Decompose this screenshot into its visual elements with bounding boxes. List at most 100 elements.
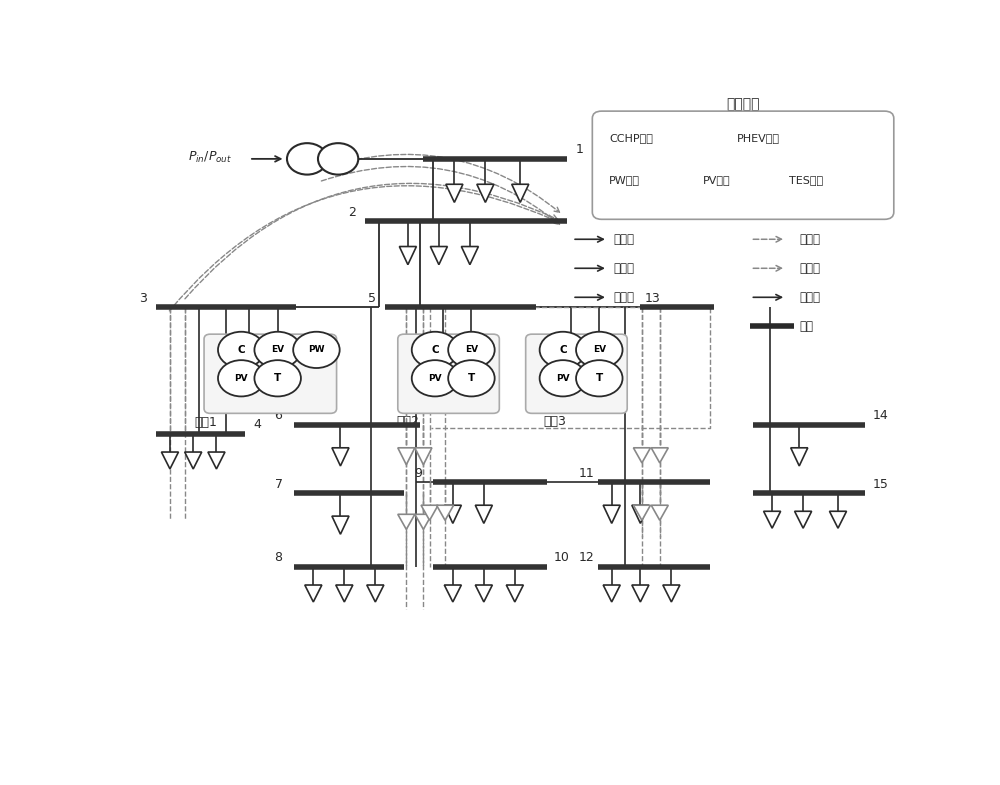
Text: C: C [431, 345, 439, 355]
Text: 5: 5 [368, 291, 376, 305]
Circle shape [412, 360, 458, 396]
Circle shape [254, 360, 301, 396]
Polygon shape [332, 447, 349, 466]
Text: 4: 4 [253, 418, 261, 432]
Text: C: C [660, 133, 667, 143]
Text: EV: EV [797, 133, 810, 142]
Text: PHEV单元: PHEV单元 [737, 133, 780, 143]
Circle shape [412, 332, 458, 368]
Text: C: C [237, 345, 245, 355]
Text: 13: 13 [644, 291, 660, 305]
Text: T: T [840, 175, 847, 185]
Circle shape [540, 332, 586, 368]
Polygon shape [764, 511, 781, 528]
Circle shape [576, 360, 623, 396]
Polygon shape [475, 506, 492, 524]
Circle shape [318, 143, 358, 174]
Polygon shape [444, 506, 461, 524]
Polygon shape [651, 506, 668, 520]
Polygon shape [603, 506, 620, 524]
Polygon shape [367, 585, 384, 602]
Text: 电负荷: 电负荷 [613, 290, 634, 304]
Circle shape [218, 332, 264, 368]
Text: 节点: 节点 [799, 319, 813, 333]
Text: 区域3: 区域3 [544, 414, 566, 428]
Text: 冷负荷: 冷负荷 [613, 233, 634, 246]
Text: 10: 10 [554, 551, 569, 564]
Text: PV: PV [234, 374, 248, 383]
Text: PV: PV [741, 176, 754, 184]
Polygon shape [633, 447, 650, 463]
Text: 7: 7 [275, 478, 283, 491]
Text: EV: EV [593, 345, 606, 354]
Polygon shape [477, 184, 494, 203]
Polygon shape [795, 511, 812, 528]
Circle shape [448, 332, 495, 368]
Polygon shape [430, 246, 447, 265]
Text: 区域2: 区域2 [396, 414, 419, 428]
Text: 3: 3 [139, 291, 147, 305]
FancyBboxPatch shape [398, 334, 499, 414]
Text: 9: 9 [414, 467, 422, 480]
Circle shape [730, 166, 764, 193]
Text: CCHP单元: CCHP单元 [609, 133, 653, 143]
Circle shape [640, 166, 674, 193]
Circle shape [576, 332, 623, 368]
Polygon shape [512, 184, 529, 203]
Polygon shape [791, 447, 808, 466]
Polygon shape [632, 585, 649, 602]
Text: 11: 11 [578, 467, 594, 480]
Circle shape [218, 360, 264, 396]
Text: 电能流: 电能流 [799, 290, 820, 304]
Polygon shape [633, 506, 650, 520]
Polygon shape [475, 585, 492, 602]
Polygon shape [415, 447, 432, 465]
FancyBboxPatch shape [592, 111, 894, 219]
Text: TES单元: TES单元 [789, 175, 823, 185]
Text: 区域1: 区域1 [195, 416, 218, 429]
Circle shape [293, 332, 340, 368]
Polygon shape [663, 585, 680, 602]
Text: 8: 8 [275, 551, 283, 564]
Polygon shape [829, 511, 847, 528]
FancyBboxPatch shape [526, 334, 627, 414]
Polygon shape [332, 516, 349, 535]
Text: 12: 12 [578, 551, 594, 564]
Text: T: T [596, 374, 603, 383]
Polygon shape [415, 514, 432, 529]
Text: 2: 2 [348, 206, 356, 219]
Text: 6: 6 [275, 410, 282, 422]
Circle shape [448, 360, 495, 396]
Polygon shape [461, 246, 478, 265]
Text: EV: EV [465, 345, 478, 354]
Polygon shape [336, 585, 353, 602]
Circle shape [254, 332, 301, 368]
Text: 15: 15 [873, 478, 889, 491]
Text: PW: PW [308, 345, 325, 354]
Circle shape [826, 166, 860, 193]
Polygon shape [185, 452, 202, 469]
Circle shape [786, 125, 820, 151]
Polygon shape [161, 452, 178, 469]
Polygon shape [208, 452, 225, 469]
Polygon shape [446, 184, 463, 203]
Text: PV: PV [556, 374, 570, 383]
Text: 热能流: 热能流 [799, 261, 820, 275]
Polygon shape [506, 585, 523, 602]
Text: T: T [468, 374, 475, 383]
Polygon shape [444, 585, 461, 602]
Text: 1: 1 [576, 144, 584, 156]
Text: PV单元: PV单元 [702, 175, 730, 185]
Text: C: C [559, 345, 567, 355]
Polygon shape [398, 447, 415, 465]
Text: 14: 14 [873, 410, 889, 422]
Circle shape [287, 143, 327, 174]
Text: 能源枢组: 能源枢组 [726, 97, 760, 111]
Polygon shape [437, 506, 454, 520]
Polygon shape [398, 514, 415, 529]
Text: PW: PW [649, 176, 666, 184]
Text: PV: PV [428, 374, 442, 383]
Polygon shape [421, 506, 438, 520]
Text: 热负荷: 热负荷 [613, 261, 634, 275]
Circle shape [540, 360, 586, 396]
